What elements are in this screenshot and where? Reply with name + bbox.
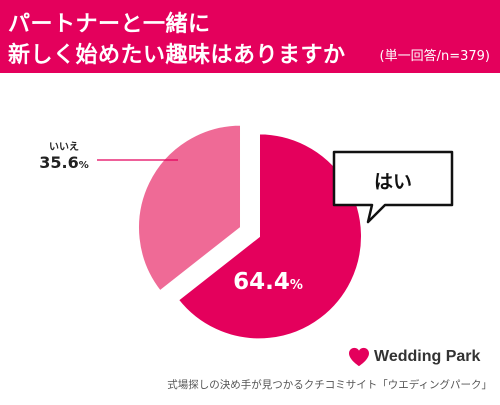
callout-box: [332, 150, 454, 224]
footer-caption: 式場探しの決め手が見つかるクチコミサイト「ウエディングパーク」: [167, 379, 492, 391]
brand-logo: Wedding Park: [348, 347, 480, 367]
title-banner: パートナーと一緒に 新しく始めたい趣味はありますか (単一回答/n=379): [0, 0, 500, 73]
chart-title-line-2: 新しく始めたい趣味はありますか: [8, 43, 346, 68]
slice-value-yes: 64.4%: [233, 269, 303, 295]
slice-yes: [176, 132, 363, 341]
sample-note: (単一回答/n=379): [379, 49, 490, 64]
brand-name: Wedding Park: [374, 348, 481, 365]
slice-label-yes: はい: [374, 171, 412, 193]
slice-no: [137, 123, 243, 293]
heart-icon: [349, 347, 369, 367]
slice-label-no: いいえ: [49, 141, 79, 153]
slice-value-no: 35.6%: [39, 153, 89, 172]
chart-title-line-1: パートナーと一緒に: [8, 12, 211, 37]
